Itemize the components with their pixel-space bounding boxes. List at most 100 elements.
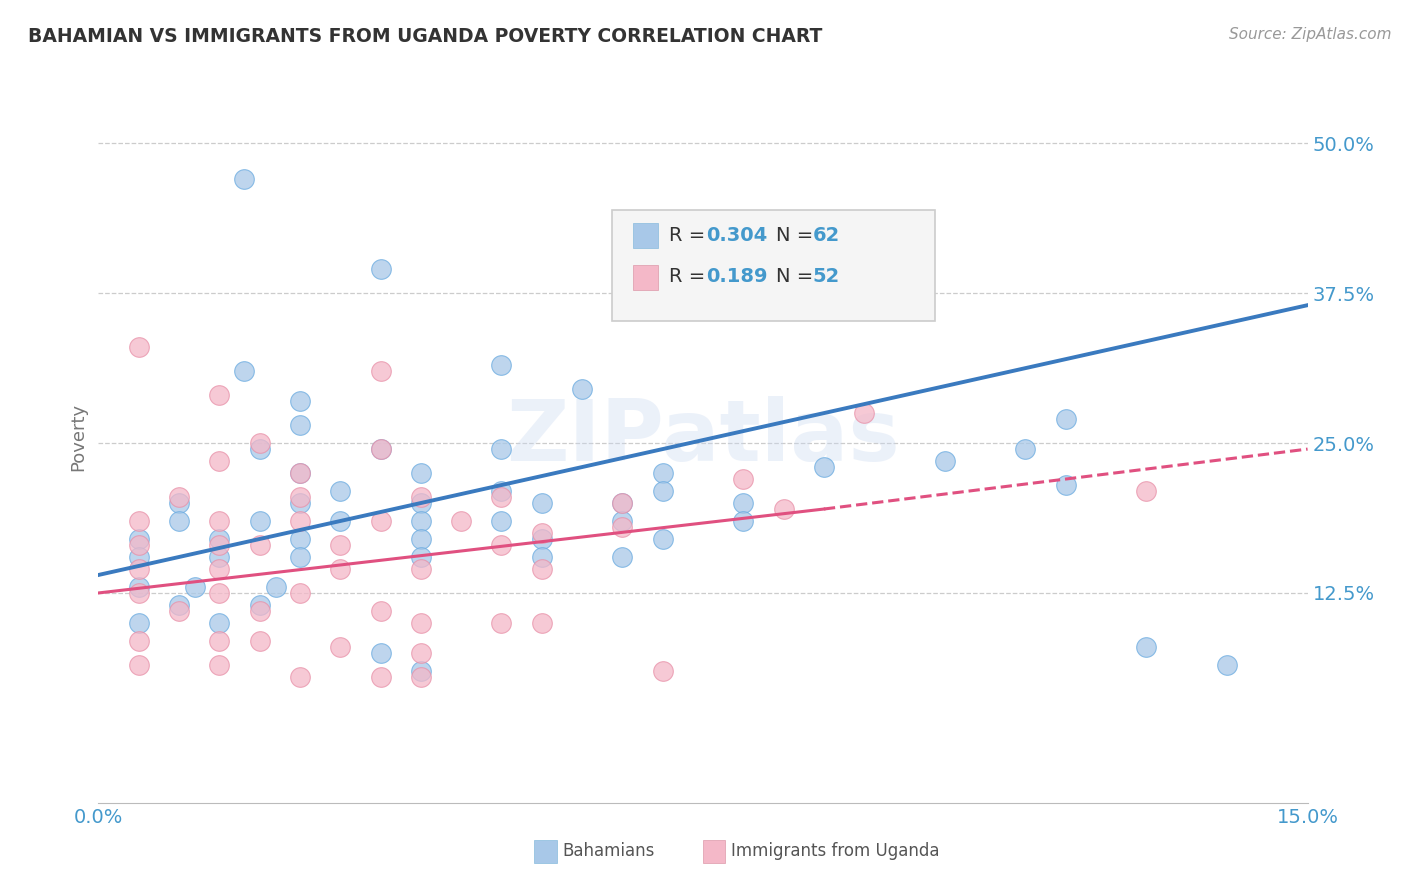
Point <box>491 490 513 504</box>
Point <box>530 562 553 576</box>
Point <box>167 604 190 618</box>
Point <box>1054 412 1077 426</box>
Point <box>491 538 513 552</box>
Point <box>208 562 231 576</box>
Point <box>208 549 231 564</box>
Text: 52: 52 <box>813 267 839 286</box>
Point <box>288 496 311 510</box>
Point <box>370 670 392 684</box>
Point <box>208 532 231 546</box>
Point <box>651 483 673 498</box>
Text: Source: ZipAtlas.com: Source: ZipAtlas.com <box>1229 27 1392 42</box>
Point <box>208 657 231 672</box>
Point <box>370 604 392 618</box>
Point <box>530 496 553 510</box>
Point <box>733 472 755 486</box>
Point <box>733 514 755 528</box>
Point <box>370 442 392 456</box>
Text: 0.304: 0.304 <box>706 226 768 245</box>
Point <box>128 340 150 354</box>
Point <box>208 634 231 648</box>
Point <box>1135 640 1157 654</box>
Point <box>651 664 673 678</box>
Text: N =: N = <box>776 267 820 286</box>
Point <box>249 598 271 612</box>
Point <box>651 532 673 546</box>
Point <box>409 646 432 660</box>
Point <box>128 538 150 552</box>
Point <box>409 562 432 576</box>
Point <box>264 580 287 594</box>
Point <box>249 442 271 456</box>
Point <box>571 382 593 396</box>
Point <box>370 514 392 528</box>
Point <box>167 496 190 510</box>
Point <box>128 657 150 672</box>
Point <box>934 454 956 468</box>
Point <box>208 615 231 630</box>
Point <box>409 549 432 564</box>
Point <box>249 634 271 648</box>
Point <box>329 483 352 498</box>
Point <box>530 526 553 541</box>
Point <box>450 514 472 528</box>
Point <box>370 364 392 378</box>
Point <box>288 670 311 684</box>
Point <box>491 358 513 372</box>
Point <box>491 514 513 528</box>
Point <box>409 670 432 684</box>
Point <box>853 250 876 264</box>
Point <box>288 418 311 433</box>
Point <box>530 549 553 564</box>
Point <box>208 586 231 600</box>
Point <box>409 466 432 480</box>
Point <box>409 532 432 546</box>
Point <box>612 520 634 534</box>
Point <box>128 615 150 630</box>
Point <box>184 580 207 594</box>
Text: R =: R = <box>669 226 711 245</box>
Point <box>128 634 150 648</box>
Point <box>288 514 311 528</box>
Point <box>612 514 634 528</box>
Point <box>288 586 311 600</box>
Point <box>612 549 634 564</box>
Y-axis label: Poverty: Poverty <box>69 403 87 471</box>
Point <box>329 538 352 552</box>
Text: R =: R = <box>669 267 718 286</box>
Point <box>329 562 352 576</box>
Point <box>208 538 231 552</box>
Point <box>530 532 553 546</box>
Text: Bahamians: Bahamians <box>562 842 655 860</box>
Point <box>772 502 794 516</box>
Point <box>167 490 190 504</box>
Point <box>167 598 190 612</box>
Point <box>128 549 150 564</box>
Point <box>491 615 513 630</box>
Point <box>813 460 835 475</box>
Point <box>208 514 231 528</box>
Point <box>1135 483 1157 498</box>
Point <box>491 442 513 456</box>
Point <box>409 615 432 630</box>
Point <box>733 496 755 510</box>
Point <box>1054 478 1077 492</box>
Point <box>288 466 311 480</box>
Point <box>232 364 254 378</box>
Point <box>288 549 311 564</box>
Point <box>1014 442 1036 456</box>
Point <box>612 496 634 510</box>
Text: N =: N = <box>776 226 820 245</box>
Point <box>288 490 311 504</box>
Point <box>249 436 271 450</box>
Text: 0.189: 0.189 <box>706 267 768 286</box>
Point <box>651 466 673 480</box>
Point <box>208 388 231 402</box>
Point <box>249 514 271 528</box>
Point <box>409 496 432 510</box>
Point <box>128 514 150 528</box>
Point <box>409 664 432 678</box>
Point <box>232 172 254 186</box>
Point <box>249 604 271 618</box>
Point <box>370 442 392 456</box>
